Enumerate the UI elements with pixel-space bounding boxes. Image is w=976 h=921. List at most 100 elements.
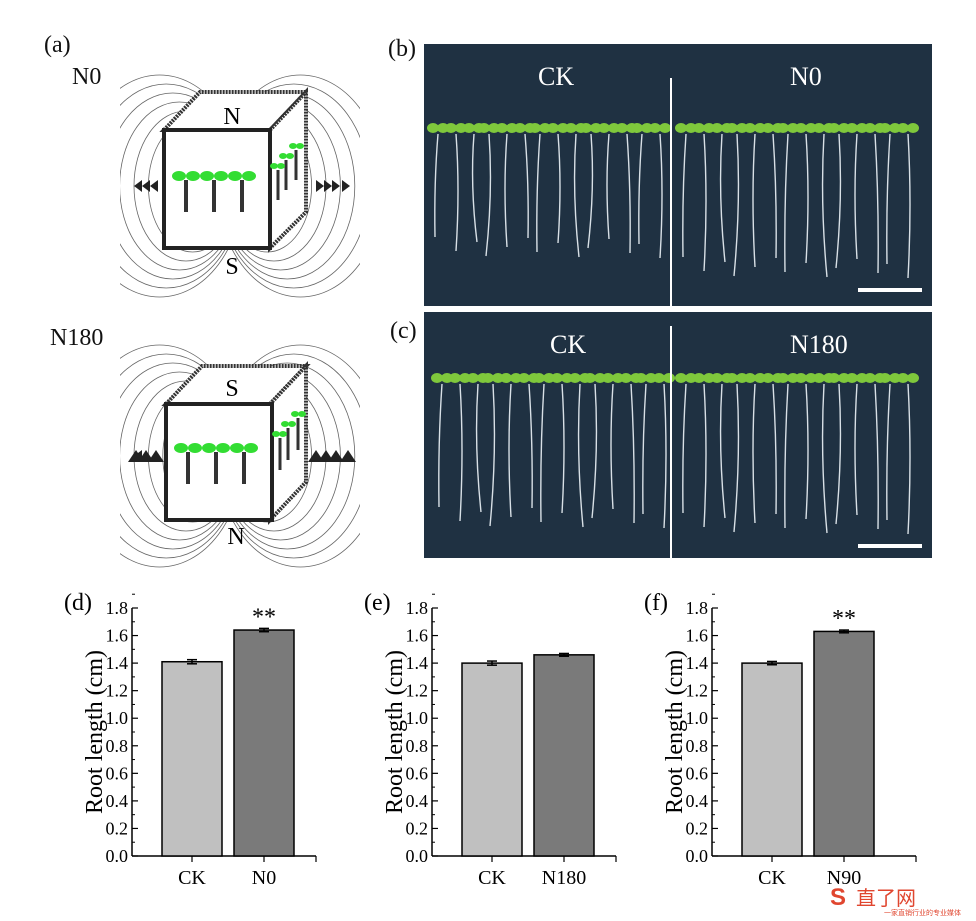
root: [459, 383, 463, 522]
root: [485, 133, 492, 257]
root: [536, 133, 541, 253]
y-tick-label: 0.2: [686, 818, 709, 838]
root: [642, 383, 647, 515]
root: [719, 133, 726, 263]
root: [455, 133, 459, 252]
cotyledon: [631, 123, 643, 133]
root: [438, 383, 443, 508]
photo-divider: [670, 326, 672, 558]
panel-label: (f): [644, 590, 668, 616]
bar-n0: [233, 629, 295, 857]
y-tick-label: 1.4: [106, 653, 129, 673]
y-tick-label: 1.6: [406, 626, 429, 646]
cotyledon: [584, 373, 596, 383]
root: [752, 383, 756, 524]
cotyledon: [897, 123, 909, 133]
root: [434, 133, 439, 238]
cotyledon: [602, 373, 614, 383]
y-tick-label: 0.0: [686, 846, 709, 866]
y-tick-label: 1.0: [106, 708, 129, 728]
x-tick-label: N90: [827, 867, 861, 889]
root: [577, 383, 584, 528]
cotyledon: [762, 123, 774, 133]
photo-label-ck: CK: [550, 330, 587, 359]
bottom-pole-label: S: [225, 254, 238, 280]
y-tick-label: 1.0: [406, 708, 429, 728]
cotyledon: [653, 373, 665, 383]
cotyledon: [675, 373, 687, 383]
root: [805, 133, 809, 264]
cotyledon: [551, 373, 563, 383]
root: [561, 383, 565, 514]
y-tick-label: 1.4: [406, 653, 429, 673]
cotyledon: [726, 373, 738, 383]
root: [719, 383, 726, 519]
y-tick-label: 1.4: [686, 653, 709, 673]
field-arrows-right: [316, 180, 350, 192]
root: [874, 383, 879, 530]
root: [606, 133, 610, 240]
panel-c-label: (c): [390, 318, 417, 344]
y-tick-label: 1.8: [106, 598, 129, 618]
root: [471, 133, 478, 243]
top-pole-label: N: [223, 104, 240, 130]
cotyledon: [616, 123, 628, 133]
watermark-title: 直了网: [856, 888, 916, 910]
y-tick-label: 1.2: [686, 681, 709, 701]
root: [663, 383, 667, 529]
scale-bar: [858, 544, 922, 548]
y-tick-label: 1.2: [106, 681, 129, 701]
root: [626, 133, 631, 254]
cotyledon: [864, 373, 876, 383]
root: [682, 133, 687, 258]
bottom-pole-label: N: [227, 524, 244, 550]
cotyledon: [463, 123, 475, 133]
root: [835, 383, 842, 525]
significance-label: **: [832, 606, 856, 632]
y-tick-label: 0.8: [686, 736, 709, 756]
cotyledon: [795, 373, 807, 383]
root: [752, 133, 756, 268]
root: [733, 133, 740, 277]
root: [504, 133, 508, 248]
root: [682, 383, 687, 514]
cotyledon: [828, 123, 840, 133]
y-tick-label: 0.0: [106, 846, 129, 866]
y-tick-label: 0.4: [406, 791, 429, 811]
cotyledon: [846, 123, 858, 133]
cotyledon: [635, 373, 647, 383]
cotyledon: [598, 123, 610, 133]
root: [821, 133, 828, 278]
y-tick-label: 0.2: [406, 818, 429, 838]
y-tick-label: 0.4: [106, 791, 129, 811]
y-axis-label: Root length (cm): [382, 650, 408, 814]
root: [528, 383, 533, 509]
seedling-icons: [184, 180, 244, 212]
bar-ck: [741, 662, 803, 857]
seedling-roots: [427, 123, 919, 279]
root: [874, 133, 879, 274]
root: [610, 383, 614, 510]
panel-a-label: (a): [44, 32, 71, 58]
cotyledon: [445, 123, 457, 133]
cotyledon: [659, 123, 671, 133]
cotyledon: [533, 373, 545, 383]
seedling-roots: [431, 373, 919, 535]
y-tick-label: 0.0: [406, 846, 429, 866]
cotyledon: [500, 373, 512, 383]
root: [733, 383, 740, 533]
photo-label-ck: CK: [538, 62, 575, 91]
y-tick-label: 0.6: [686, 763, 709, 783]
cotyledon: [478, 123, 490, 133]
bar-n90: [813, 630, 875, 857]
x-tick-label: CK: [178, 867, 206, 889]
y-tick-label: 1.8: [406, 598, 429, 618]
bar-chart-d: (d) Root length (cm) 0.0 0.2 0.4 0.6 0.8 1.0 1.2…: [64, 590, 317, 889]
root: [573, 133, 580, 258]
x-tick-label: N0: [252, 867, 276, 889]
cotyledon: [620, 373, 632, 383]
root: [854, 383, 858, 516]
cotyledon: [777, 373, 789, 383]
y-tick-label: 0.8: [406, 736, 429, 756]
root: [489, 383, 496, 527]
